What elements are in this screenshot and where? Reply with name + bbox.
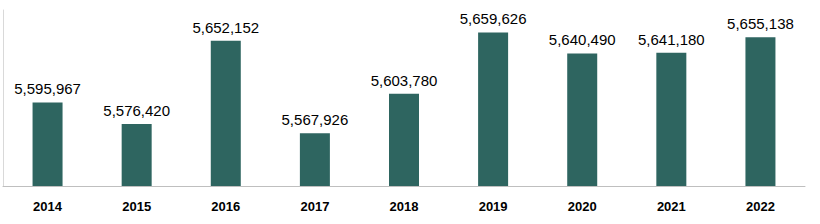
svg-text:5,567,926: 5,567,926 [282, 111, 349, 128]
svg-text:2014: 2014 [33, 199, 63, 214]
svg-text:2018: 2018 [390, 199, 419, 214]
svg-text:2021: 2021 [657, 199, 686, 214]
svg-text:5,655,138: 5,655,138 [727, 15, 794, 32]
svg-text:2022: 2022 [746, 199, 775, 214]
svg-text:5,595,967: 5,595,967 [14, 80, 81, 97]
svg-text:2019: 2019 [479, 199, 508, 214]
svg-text:2017: 2017 [300, 199, 329, 214]
svg-text:2015: 2015 [122, 199, 151, 214]
svg-text:5,603,780: 5,603,780 [371, 72, 438, 89]
svg-text:5,659,626: 5,659,626 [460, 10, 527, 27]
svg-text:5,576,420: 5,576,420 [103, 102, 170, 119]
svg-text:5,652,152: 5,652,152 [192, 19, 259, 36]
svg-text:2020: 2020 [568, 199, 597, 214]
svg-text:5,641,180: 5,641,180 [638, 31, 705, 48]
svg-text:2016: 2016 [211, 199, 240, 214]
svg-text:5,640,490: 5,640,490 [549, 31, 616, 48]
